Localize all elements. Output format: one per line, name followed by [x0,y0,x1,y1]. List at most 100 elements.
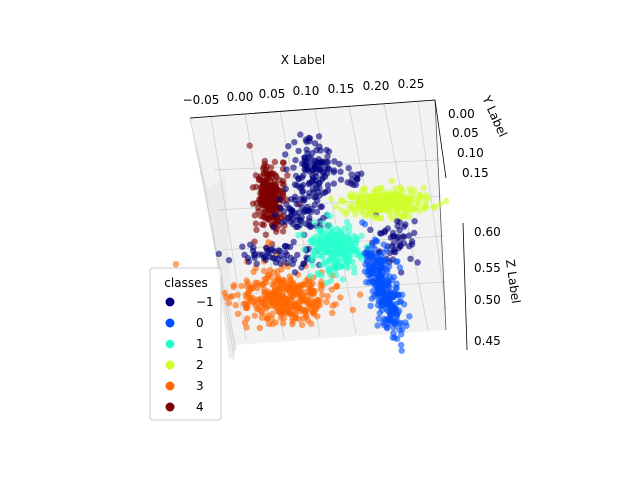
data-point [348,171,355,178]
legend-entry: 3 [165,379,204,393]
data-point [275,247,282,254]
data-point [253,226,260,233]
z-tick-label: 0.55 [474,261,501,275]
data-point [411,218,418,225]
data-point [420,184,427,192]
data-point [393,285,400,292]
data-point [379,286,387,293]
data-point [366,209,373,216]
data-point [241,251,248,258]
data-point [272,319,279,326]
data-point [262,256,269,264]
data-point [312,177,319,184]
series-2 [327,177,450,222]
data-point [311,140,319,147]
data-point [345,165,352,172]
data-point [310,235,317,242]
data-point [394,222,401,230]
data-point [406,243,413,250]
data-point [263,305,270,312]
x-tick-label: 0.00 [227,90,254,104]
data-point [320,219,327,227]
legend-entry: 0 [165,316,204,330]
data-point [298,264,305,271]
data-point [247,241,254,248]
data-point [271,199,278,207]
data-point [291,181,299,188]
data-point [281,295,288,302]
data-point [314,197,321,204]
data-point [297,131,304,138]
data-point [294,292,301,299]
data-point [290,164,297,171]
data-point [249,184,257,191]
data-point [298,321,306,328]
data-point [325,148,333,155]
data-point [232,302,239,309]
data-point [296,184,303,191]
data-point [292,156,299,164]
gridline [210,116,247,341]
data-point [266,188,273,195]
data-point [333,282,341,289]
data-point [307,272,314,280]
data-point [380,302,387,309]
data-point [357,291,364,298]
data-point [343,208,350,216]
data-point [318,203,325,210]
data-point [316,184,323,192]
data-point [282,249,289,256]
data-point [258,309,266,317]
data-point [367,226,374,233]
data-point [215,250,223,257]
data-point [270,269,277,276]
data-point [308,320,315,327]
data-point [396,298,403,306]
legend-marker [165,360,175,370]
legend-entries: −1 0 1 2 3 4 [165,295,214,414]
data-point [378,230,385,237]
series-neg1 [215,131,421,276]
data-point [400,301,408,308]
y-tick-label: 0.15 [462,166,489,180]
data-point [238,282,245,290]
data-point [398,347,405,354]
y-axis-line [434,99,447,179]
data-point [172,261,180,268]
z-tick-label: 0.60 [474,225,501,239]
data-point [256,324,263,332]
data-point [280,320,287,327]
data-point [302,136,310,143]
data-point [313,158,320,165]
data-point [244,279,251,287]
data-point [331,158,338,165]
data-point [398,269,405,276]
data-point [393,280,400,287]
data-point [374,322,381,329]
data-point [367,193,374,201]
data-point [443,197,450,205]
data-point [246,142,253,149]
data-point [311,287,318,295]
data-point [431,204,438,211]
legend-label: −1 [196,295,214,309]
data-point [373,192,381,199]
data-point [295,209,302,216]
data-point [336,160,343,168]
data-point [273,305,280,312]
data-point [243,324,250,331]
data-point [347,180,354,187]
data-point [383,324,391,332]
data-point [390,330,397,337]
data-point [290,238,297,246]
data-point [283,166,290,173]
legend-title: classes [164,276,207,290]
data-point [260,267,268,275]
data-point [406,313,413,320]
data-point [329,240,336,247]
data-point [340,240,347,248]
data-point [262,231,270,238]
data-point [383,246,390,253]
data-point [314,296,321,304]
